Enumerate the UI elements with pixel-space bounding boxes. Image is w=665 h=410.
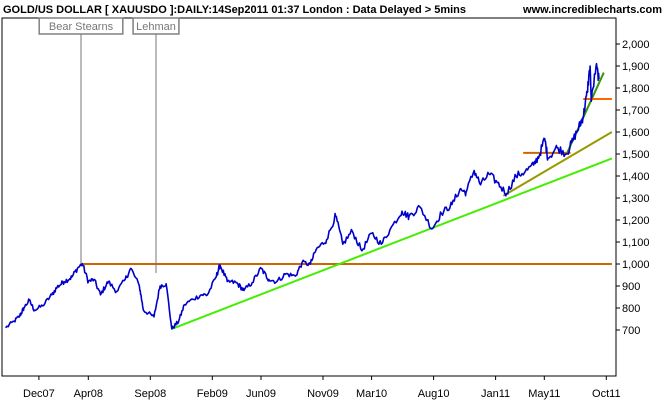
annotation-1: Bear Stearns	[38, 17, 124, 264]
x-axis: Dec07 Apr08 Sep08 Feb09 Jun09 Nov09 Mar10 Aug10…	[23, 376, 621, 400]
y-tick-label: 1,200	[622, 215, 650, 227]
x-tick-label: Jun09	[246, 388, 276, 400]
chart-header-title: GOLD/US DOLLAR [ XAUUSDO ]:DAILY:14Sep20…	[3, 4, 466, 16]
y-tick-label: 700	[622, 325, 640, 337]
x-tick-label: Oct11	[592, 388, 621, 400]
site-watermark: www.incrediblecharts.com	[522, 4, 662, 16]
trendlines	[81, 72, 613, 330]
event-annotations: Bear Stearns Lehman	[38, 17, 180, 273]
y-tick-label: 1,700	[622, 105, 650, 117]
annotation-label: Bear Stearns	[49, 21, 114, 33]
y-tick-label: 1,300	[622, 193, 650, 205]
y-tick-label: 1,600	[622, 127, 650, 139]
plot-frame	[1, 17, 617, 377]
y-tick-label: 1,800	[622, 83, 650, 95]
y-tick-label: 1,900	[622, 61, 650, 73]
x-tick-label: Dec07	[23, 388, 55, 400]
price-series	[4, 62, 600, 330]
y-tick-label: 1,500	[622, 149, 650, 161]
price-line-1	[4, 62, 600, 330]
y-tick-label: 1,000	[622, 259, 650, 271]
x-tick-label: Apr08	[74, 388, 103, 400]
x-tick-label: Aug10	[418, 388, 450, 400]
x-tick-label: Sep08	[134, 388, 166, 400]
x-tick-label: May11	[528, 388, 560, 400]
y-tick-label: 2,000	[622, 39, 650, 51]
annotation-2: Lehman	[132, 17, 180, 273]
y-tick-label: 900	[622, 281, 640, 293]
trendline-3	[502, 131, 613, 197]
annotation-label: Lehman	[136, 21, 176, 33]
x-tick-label: Mar10	[356, 388, 387, 400]
x-tick-label: Feb09	[197, 388, 228, 400]
y-axis: 700 800 900 1,000 1,100 1,200 1,300 1,400 1,500 1…	[616, 39, 650, 337]
y-tick-label: 1,400	[622, 171, 650, 183]
trendline-2	[171, 157, 613, 330]
y-tick-label: 1,100	[622, 237, 650, 249]
x-tick-label: Nov09	[307, 388, 339, 400]
x-tick-label: Jan11	[481, 388, 510, 400]
y-tick-label: 800	[622, 303, 640, 315]
